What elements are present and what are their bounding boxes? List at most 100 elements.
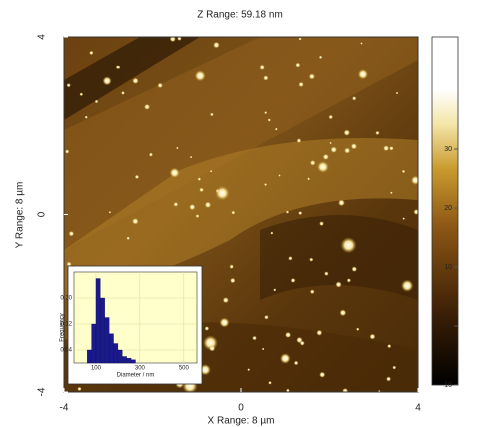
particle [375, 131, 379, 135]
y-tick-label: 4 [37, 34, 48, 40]
bar [100, 298, 104, 363]
particle [262, 348, 265, 351]
particle [229, 264, 233, 268]
x-tick-label: 500 [179, 366, 190, 372]
particle [205, 326, 210, 331]
particle [95, 100, 99, 104]
particle [252, 336, 257, 341]
particle [307, 177, 310, 180]
particle [80, 92, 84, 96]
particle [270, 232, 273, 235]
particle [268, 381, 271, 384]
particle [264, 183, 267, 186]
y-tick-label: -4 [37, 387, 48, 396]
particle [316, 330, 322, 336]
y-tick-label: 0 [37, 211, 48, 217]
particle [69, 231, 74, 236]
particle [89, 51, 93, 55]
particle [390, 191, 393, 194]
particle [351, 143, 357, 149]
bar [105, 318, 109, 364]
particle [319, 56, 322, 59]
colorbar-tick-label: -10 [442, 382, 452, 389]
particle [344, 148, 350, 154]
particle [157, 83, 162, 88]
particle [309, 258, 313, 262]
particle [209, 345, 215, 351]
particle [291, 278, 296, 283]
particle [392, 366, 396, 370]
particle [338, 199, 345, 206]
particle [144, 104, 150, 110]
particle [210, 113, 214, 117]
particle [231, 211, 235, 215]
bar [122, 357, 126, 364]
particle [205, 202, 211, 208]
particle [387, 344, 391, 348]
particle [389, 146, 393, 150]
particle [341, 237, 357, 253]
y-label: Frequency [60, 313, 66, 341]
particle [189, 204, 195, 210]
particle [67, 83, 71, 87]
particle [285, 332, 291, 338]
particle [329, 142, 331, 144]
particle [213, 42, 220, 49]
particle [402, 217, 405, 220]
particle [358, 69, 368, 79]
particle [411, 176, 420, 185]
particle [173, 202, 178, 207]
x-label: Diameter / nm [117, 373, 155, 379]
particle [65, 149, 69, 153]
particle [268, 118, 271, 121]
particle [347, 278, 351, 282]
particle [103, 76, 112, 85]
title: Z Range: 59.18 nm [197, 10, 283, 21]
bar [114, 344, 118, 364]
particle [319, 221, 324, 226]
particle [116, 65, 120, 69]
particle [352, 96, 356, 100]
x-tick-label: 300 [135, 366, 146, 372]
particle [198, 177, 202, 181]
particle [331, 146, 337, 152]
particle [170, 168, 180, 178]
particle [297, 138, 302, 143]
particle [176, 147, 179, 150]
y-tick-label: 0.20 [60, 296, 72, 302]
particle [298, 82, 303, 87]
colorbar-tick-label: 30 [444, 146, 452, 153]
particle [356, 328, 359, 331]
particle [132, 78, 138, 84]
inset: 0.040.120.20100300500Diameter / nmFreque… [60, 266, 202, 384]
colorbar-tick-label: 0 [448, 323, 452, 330]
particle [219, 318, 229, 328]
particle [278, 174, 280, 176]
particle [309, 73, 315, 79]
particle [319, 372, 325, 378]
particle [360, 42, 362, 44]
bar [127, 358, 131, 363]
particle [230, 278, 235, 283]
colorbar-tick-label: 10 [444, 264, 452, 271]
particle [215, 186, 229, 200]
particle [149, 153, 153, 157]
particle [344, 129, 350, 135]
particle [126, 237, 129, 240]
particle [299, 37, 302, 40]
particle [335, 281, 341, 287]
particle [329, 115, 333, 119]
particle [210, 170, 213, 173]
particle [260, 65, 265, 70]
x-label: X Range: 8 µm [208, 416, 275, 427]
x-tick-label: 100 [91, 366, 102, 372]
particle [317, 161, 329, 173]
particle [370, 334, 376, 340]
particle [294, 361, 299, 366]
particle [190, 156, 193, 159]
x-tick-label: -4 [60, 403, 69, 414]
particle [288, 256, 292, 260]
particle [247, 368, 250, 371]
bar [131, 360, 135, 363]
y-label: Y Range: 8 µm [15, 182, 26, 249]
